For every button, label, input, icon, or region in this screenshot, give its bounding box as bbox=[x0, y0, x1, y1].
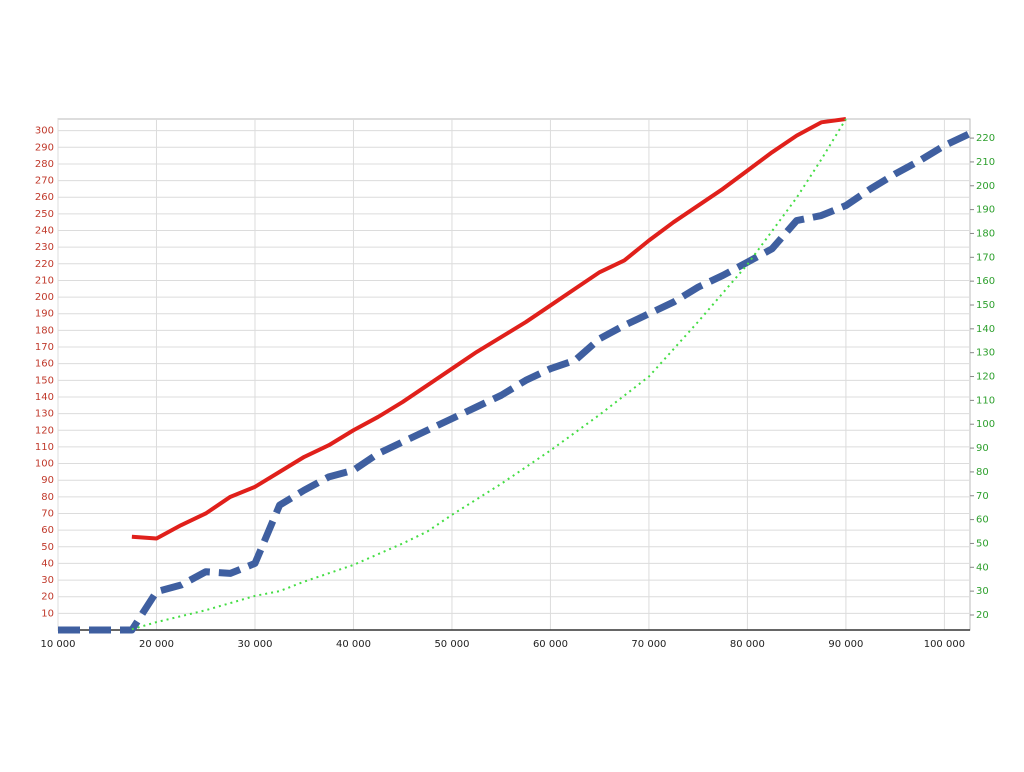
y-tick-label: 120 bbox=[35, 425, 54, 436]
y-tick-label: 30 bbox=[41, 575, 54, 586]
x-tick-label: 90 000 bbox=[828, 639, 863, 650]
y-tick-label: 150 bbox=[35, 375, 54, 386]
y2-tick-label: 90 bbox=[976, 443, 989, 454]
y-tick-label: 70 bbox=[41, 508, 54, 519]
y-tick-label: 270 bbox=[35, 176, 54, 187]
x-tick-label: 70 000 bbox=[631, 639, 666, 650]
y2-tick-label: 150 bbox=[976, 300, 995, 311]
y2-tick-label: 30 bbox=[976, 586, 989, 597]
y-tick-label: 180 bbox=[35, 325, 54, 336]
y-tick-label: 290 bbox=[35, 142, 54, 153]
x-tick-label: 80 000 bbox=[730, 639, 765, 650]
y-tick-label: 210 bbox=[35, 275, 54, 286]
y-tick-label: 200 bbox=[35, 292, 54, 303]
y2-tick-label: 200 bbox=[976, 181, 995, 192]
x-tick-label: 30 000 bbox=[237, 639, 272, 650]
y2-tick-label: 130 bbox=[976, 348, 995, 359]
y-tick-label: 130 bbox=[35, 409, 54, 420]
x-tick-label: 60 000 bbox=[533, 639, 568, 650]
y-tick-label: 50 bbox=[41, 542, 54, 553]
y2-tick-label: 60 bbox=[976, 515, 989, 526]
y-tick-label: 250 bbox=[35, 209, 54, 220]
series-line bbox=[131, 117, 847, 541]
y-tick-label: 60 bbox=[41, 525, 54, 536]
y2-tick-label: 80 bbox=[976, 467, 989, 478]
x-tick-label: 50 000 bbox=[434, 639, 469, 650]
x-tick-label: 40 000 bbox=[336, 639, 371, 650]
y2-tick-label: 180 bbox=[976, 228, 995, 239]
y-tick-label: 10 bbox=[41, 608, 54, 619]
y-tick-label: 240 bbox=[35, 226, 54, 237]
y2-tick-label: 110 bbox=[976, 395, 995, 406]
x-tick-label: 20 000 bbox=[139, 639, 174, 650]
y2-tick-label: 120 bbox=[976, 372, 995, 383]
y-tick-label: 20 bbox=[41, 592, 54, 603]
x-tick-label: 10 000 bbox=[41, 639, 76, 650]
y2-tick-label: 140 bbox=[976, 324, 995, 335]
x-tick-label: 100 000 bbox=[924, 639, 965, 650]
plot-area bbox=[57, 118, 971, 631]
y-tick-label: 140 bbox=[35, 392, 54, 403]
y2-tick-label: 190 bbox=[976, 205, 995, 216]
y-tick-label: 280 bbox=[35, 159, 54, 170]
y-tick-label: 230 bbox=[35, 242, 54, 253]
y2-tick-label: 170 bbox=[976, 252, 995, 263]
series-line bbox=[58, 130, 971, 634]
y-tick-label: 40 bbox=[41, 558, 54, 569]
y-tick-label: 190 bbox=[35, 309, 54, 320]
y2-tick-label: 210 bbox=[976, 157, 995, 168]
y-tick-label: 300 bbox=[35, 126, 54, 137]
y-tick-label: 80 bbox=[41, 492, 54, 503]
y-tick-label: 100 bbox=[35, 459, 54, 470]
y2-tick-label: 50 bbox=[976, 538, 989, 549]
y2-tick-label: 70 bbox=[976, 491, 989, 502]
y2-tick-label: 220 bbox=[976, 133, 995, 144]
y2-tick-label: 20 bbox=[976, 610, 989, 621]
y-tick-label: 160 bbox=[35, 359, 54, 370]
y-tick-label: 220 bbox=[35, 259, 54, 270]
y-tick-label: 260 bbox=[35, 192, 54, 203]
y2-tick-label: 40 bbox=[976, 562, 989, 573]
y2-tick-label: 160 bbox=[976, 276, 995, 287]
y-tick-label: 170 bbox=[35, 342, 54, 353]
y-tick-label: 90 bbox=[41, 475, 54, 486]
y2-tick-label: 100 bbox=[976, 419, 995, 430]
y-tick-label: 110 bbox=[35, 442, 54, 453]
